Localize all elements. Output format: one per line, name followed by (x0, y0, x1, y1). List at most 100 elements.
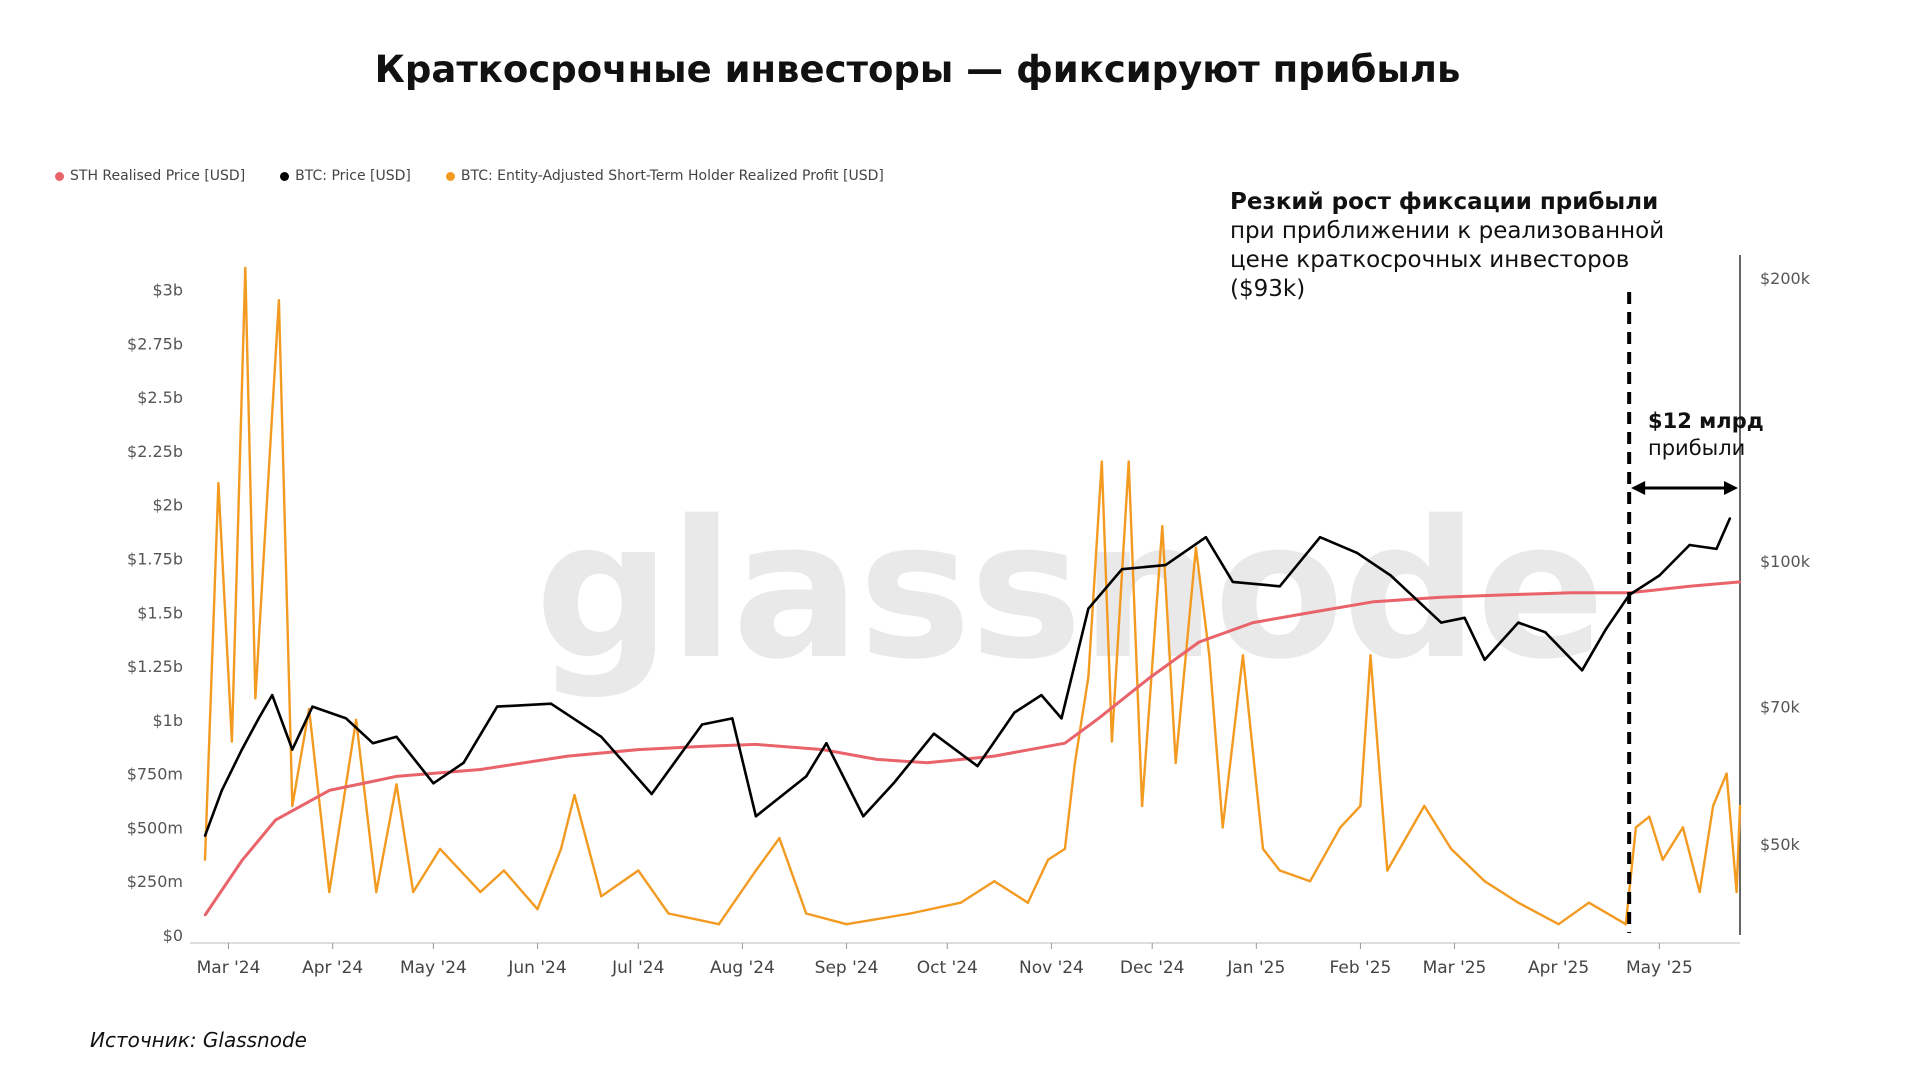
series-btc-price-point (496, 705, 499, 708)
series-sth-realized-profit-point (909, 912, 912, 915)
x-tick-label: Jan '25 (1226, 958, 1285, 978)
x-tick-label: Oct '24 (917, 958, 978, 978)
x-tick-label: Sep '24 (815, 958, 879, 978)
series-btc-price-point (1604, 628, 1607, 631)
series-sth-realized-profit-point (203, 858, 207, 861)
series-sth-realized-profit-point (1308, 880, 1312, 883)
legend-label-btc-price: BTC: Price [USD] (295, 168, 411, 184)
chart-title: Краткосрочные инвесторы — фиксируют приб… (374, 48, 1461, 91)
series-btc-price-point (271, 693, 274, 697)
series-btc-price-point (1389, 574, 1392, 577)
series-btc-price-point (1580, 669, 1584, 672)
series-sth-realized-profit-point (328, 890, 331, 894)
x-tick-label: Jun '24 (507, 958, 566, 978)
series-sth-realised-price-point (203, 913, 207, 917)
series-sth-realised-price-point (240, 859, 244, 862)
series-sth-realized-profit-point (1221, 826, 1224, 829)
series-sth-realized-profit-point (600, 895, 603, 898)
y-left-tick-label: $0 (163, 926, 183, 945)
series-sth-realized-profit-point (354, 718, 358, 721)
annotation-line-2: цене краткосрочных инвесторов (1230, 247, 1630, 273)
series-sth-realized-profit-point (845, 923, 848, 926)
series-btc-price-point (1204, 536, 1208, 539)
series-sth-realised-price-point (875, 758, 878, 761)
series-sth-realized-profit-point (277, 299, 281, 302)
y-axis-left: $0 $250m $500m $750m $1b $1.25b $1.5b $1.75b $2b… (127, 281, 183, 945)
legend-item-btc-price[interactable]: BTC: Price [USD] (280, 168, 411, 184)
series-btc-price-point (805, 775, 808, 778)
series-sth-realized-profit-point (375, 890, 378, 894)
series-btc-price-point (1120, 568, 1124, 571)
series-btc-price-point (1463, 616, 1466, 619)
series-btc-price-point (432, 782, 435, 785)
series-btc-price-point (862, 815, 865, 818)
series-sth-realized-profit-point (1208, 654, 1211, 657)
series-btc-price-point (600, 735, 603, 738)
series-sth-realized-profit-point (667, 912, 670, 915)
series-sth-realized-profit-point (1161, 525, 1164, 528)
series-sth-realized-profit-point (244, 266, 247, 270)
series-sth-realized-profit-point (1681, 826, 1685, 829)
series-sth-realized-profit-point (395, 783, 398, 786)
series-sth-realised-price-point (1738, 580, 1742, 584)
x-tick-label: Apr '25 (1528, 958, 1589, 978)
series-sth-realized-profit-point (778, 837, 781, 840)
series-sth-realized-profit-point (959, 901, 962, 904)
series-sth-realised-price-point (1198, 640, 1201, 644)
series-sth-realized-profit-point (717, 923, 721, 926)
series-sth-realised-price-point (566, 754, 569, 758)
series-sth-realised-price-point (395, 775, 398, 778)
series-btc-price-point (1439, 621, 1443, 624)
series-sth-realized-profit-point (1369, 654, 1372, 657)
series-sth-realised-price-point (1439, 596, 1443, 599)
series-sth-realized-profit-point (1261, 847, 1265, 851)
series-sth-realised-price-point (700, 745, 704, 748)
series-sth-realised-price-point (1500, 593, 1503, 597)
series-btc-price-point (203, 834, 207, 837)
series-sth-realised-price-point (637, 748, 640, 751)
y-left-tick-label: $2b (152, 496, 183, 515)
legend-item-sth-price[interactable]: STH Realised Price [USD] (55, 168, 245, 184)
series-sth-realised-price-point (1570, 591, 1574, 594)
x-tick-label: Dec '24 (1120, 958, 1185, 978)
series-btc-price-point (220, 789, 223, 792)
series-sth-realized-profit-point (1194, 546, 1198, 549)
series-sth-realised-price-point (1063, 742, 1067, 745)
series-btc-price-point (549, 702, 553, 705)
series-sth-realized-profit-point (1725, 772, 1728, 775)
series-sth-realized-profit-point (1087, 675, 1090, 678)
series-sth-realized-profit-point (1738, 804, 1742, 808)
legend-swatch-sth-profit (445, 171, 455, 181)
x-tick-label: Nov '24 (1019, 958, 1084, 978)
series-btc-price-point (291, 748, 294, 751)
series-sth-realized-profit-point (536, 908, 539, 911)
series-sth-realized-profit-point (1483, 880, 1486, 883)
chart-legend: STH Realised Price [USD] BTC: Price [USD… (55, 168, 884, 184)
x-tick-label: Mar '25 (1423, 958, 1487, 978)
series-btc-price-point (1060, 717, 1063, 720)
series-btc-price-point (1013, 711, 1016, 714)
series-sth-realized-profit-point (230, 740, 234, 743)
series-sth-realized-profit-point (1174, 761, 1177, 765)
series-btc-price-point (976, 764, 979, 768)
series-sth-realised-price-point (993, 754, 996, 758)
series-sth-realized-profit-point (1698, 890, 1701, 894)
series-btc-price-point (1688, 543, 1691, 547)
profit-note-label: прибыли (1648, 436, 1746, 460)
series-btc-price-point (892, 782, 895, 785)
series-btc-price-point (1087, 607, 1090, 610)
series-btc-price (203, 517, 1732, 837)
series-sth-realised-price-point (1688, 585, 1691, 588)
y-left-tick-label: $250m (127, 872, 183, 891)
series-btc-price-point (1164, 563, 1167, 567)
y-left-tick-label: $2.25b (127, 442, 183, 461)
series-sth-realized-profit-point (1127, 460, 1130, 463)
y-left-tick-label: $2.5b (137, 388, 183, 407)
series-sth-realized-profit-point (1735, 890, 1738, 894)
y-left-tick-label: $1.25b (127, 657, 183, 676)
legend-item-sth-profit[interactable]: BTC: Entity-Adjusted Short-Term Holder R… (445, 168, 884, 184)
series-sth-realized-profit-point (1634, 826, 1638, 829)
series-sth-realised-price-point (1147, 677, 1151, 680)
series-sth-realized-profit-point (1110, 740, 1114, 743)
